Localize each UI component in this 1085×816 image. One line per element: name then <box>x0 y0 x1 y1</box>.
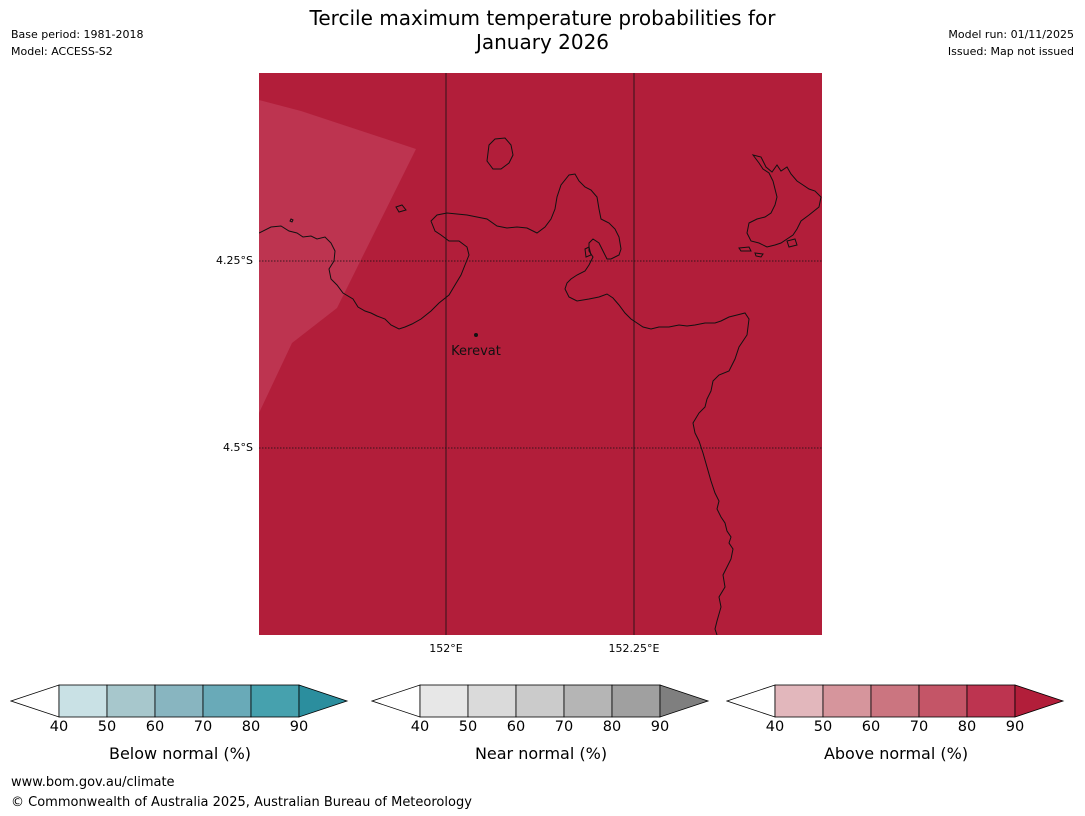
island-small-b <box>289 218 294 223</box>
colorbar-svg-below <box>9 684 349 718</box>
colorbar-swatch <box>774 684 824 718</box>
cb-tick: 40 <box>765 719 785 735</box>
colorbar-swatch <box>419 684 469 718</box>
cb-tick: 70 <box>554 719 574 735</box>
cb-tick: 60 <box>506 719 526 735</box>
footer-copyright: © Commonwealth of Australia 2025, Austra… <box>11 795 472 810</box>
cb-tick: 40 <box>410 719 430 735</box>
colorbar-swatch <box>154 684 204 718</box>
cb-tick: 50 <box>458 719 478 735</box>
place-label-kerevat: Kerevat <box>451 344 501 359</box>
footer-url[interactable]: www.bom.gov.au/climate <box>11 775 175 790</box>
cb-tick: 90 <box>1005 719 1025 735</box>
lon-tick-152-25e: 152.25°E <box>608 642 660 655</box>
islet-a <box>738 246 752 252</box>
duke-of-york-islands <box>746 154 822 248</box>
issued-status: Issued: Map not issued <box>947 45 1074 58</box>
colorbar-swatch <box>822 684 872 718</box>
kerevat-marker <box>474 333 478 337</box>
colorbar-swatch <box>202 684 252 718</box>
colorbar-swatch <box>250 684 300 718</box>
map-title: Tercile maximum temperature probabilitie… <box>0 6 1085 54</box>
colorbar-label-below: Below normal (%) <box>108 744 252 763</box>
cb-tick: 90 <box>289 719 309 735</box>
colorbar-swatch <box>870 684 920 718</box>
graticule <box>259 73 822 635</box>
meta-right: Model run: 01/11/2025 Issued: Map not is… <box>948 26 1074 60</box>
island-north <box>486 137 514 170</box>
colorbar-swatch <box>370 684 421 718</box>
base-period: Base period: 1981-2018 <box>11 28 144 41</box>
title-line-2: January 2026 <box>475 30 610 54</box>
colorbar-swatch <box>9 684 60 718</box>
colorbar-swatch <box>1014 684 1065 718</box>
model-run: Model run: 01/11/2025 <box>948 28 1074 41</box>
island-small-a <box>395 204 407 213</box>
colorbar-label-near: Near normal (%) <box>474 744 608 763</box>
cb-tick: 90 <box>650 719 670 735</box>
colorbar-label-above: Above normal (%) <box>823 744 969 763</box>
colorbar-swatch <box>611 684 661 718</box>
above-70-80-region <box>259 100 416 413</box>
colorbar-swatch <box>918 684 968 718</box>
map-svg: Kerevat <box>259 73 822 635</box>
islet-d <box>584 246 592 258</box>
colorbar-svg-above <box>725 684 1065 718</box>
colorbar-swatch <box>298 684 349 718</box>
meta-left: Base period: 1981-2018 Model: ACCESS-S2 <box>11 26 143 60</box>
lat-tick-4-5s: 4.5°S <box>223 441 253 454</box>
coastline-west <box>259 173 750 635</box>
islet-c <box>786 238 798 248</box>
colorbar-swatch <box>467 684 517 718</box>
colorbar-swatch <box>966 684 1016 718</box>
cb-tick: 60 <box>861 719 881 735</box>
model-name: Model: ACCESS-S2 <box>11 45 113 58</box>
colorbar-near-normal: 40 50 60 70 80 90 Near normal (%) <box>370 684 711 774</box>
colorbar-above-normal: 40 50 60 70 80 90 Above normal (%) <box>725 684 1066 774</box>
coastlines <box>259 137 822 635</box>
colorbar-swatch <box>515 684 565 718</box>
cb-tick: 40 <box>49 719 69 735</box>
colorbar-swatch <box>563 684 613 718</box>
cb-tick: 60 <box>145 719 165 735</box>
lon-tick-152e: 152°E <box>429 642 463 655</box>
colorbar-svg-near <box>370 684 710 718</box>
islet-b <box>754 252 764 258</box>
lat-tick-4-25s: 4.25°S <box>216 254 253 267</box>
cb-tick: 70 <box>909 719 929 735</box>
cb-tick: 80 <box>957 719 977 735</box>
map-panel[interactable]: Kerevat <box>259 73 822 635</box>
cb-tick: 50 <box>97 719 117 735</box>
title-line-1: Tercile maximum temperature probabilitie… <box>309 6 776 30</box>
colorbar-swatch <box>58 684 108 718</box>
colorbar-swatch <box>106 684 156 718</box>
colorbar-swatch <box>659 684 710 718</box>
cb-tick: 80 <box>602 719 622 735</box>
cb-tick: 50 <box>813 719 833 735</box>
colorbar-swatch <box>725 684 776 718</box>
cb-tick: 70 <box>193 719 213 735</box>
cb-tick: 80 <box>241 719 261 735</box>
colorbar-below-normal: 40 50 60 70 80 90 Below normal (%) <box>9 684 350 774</box>
